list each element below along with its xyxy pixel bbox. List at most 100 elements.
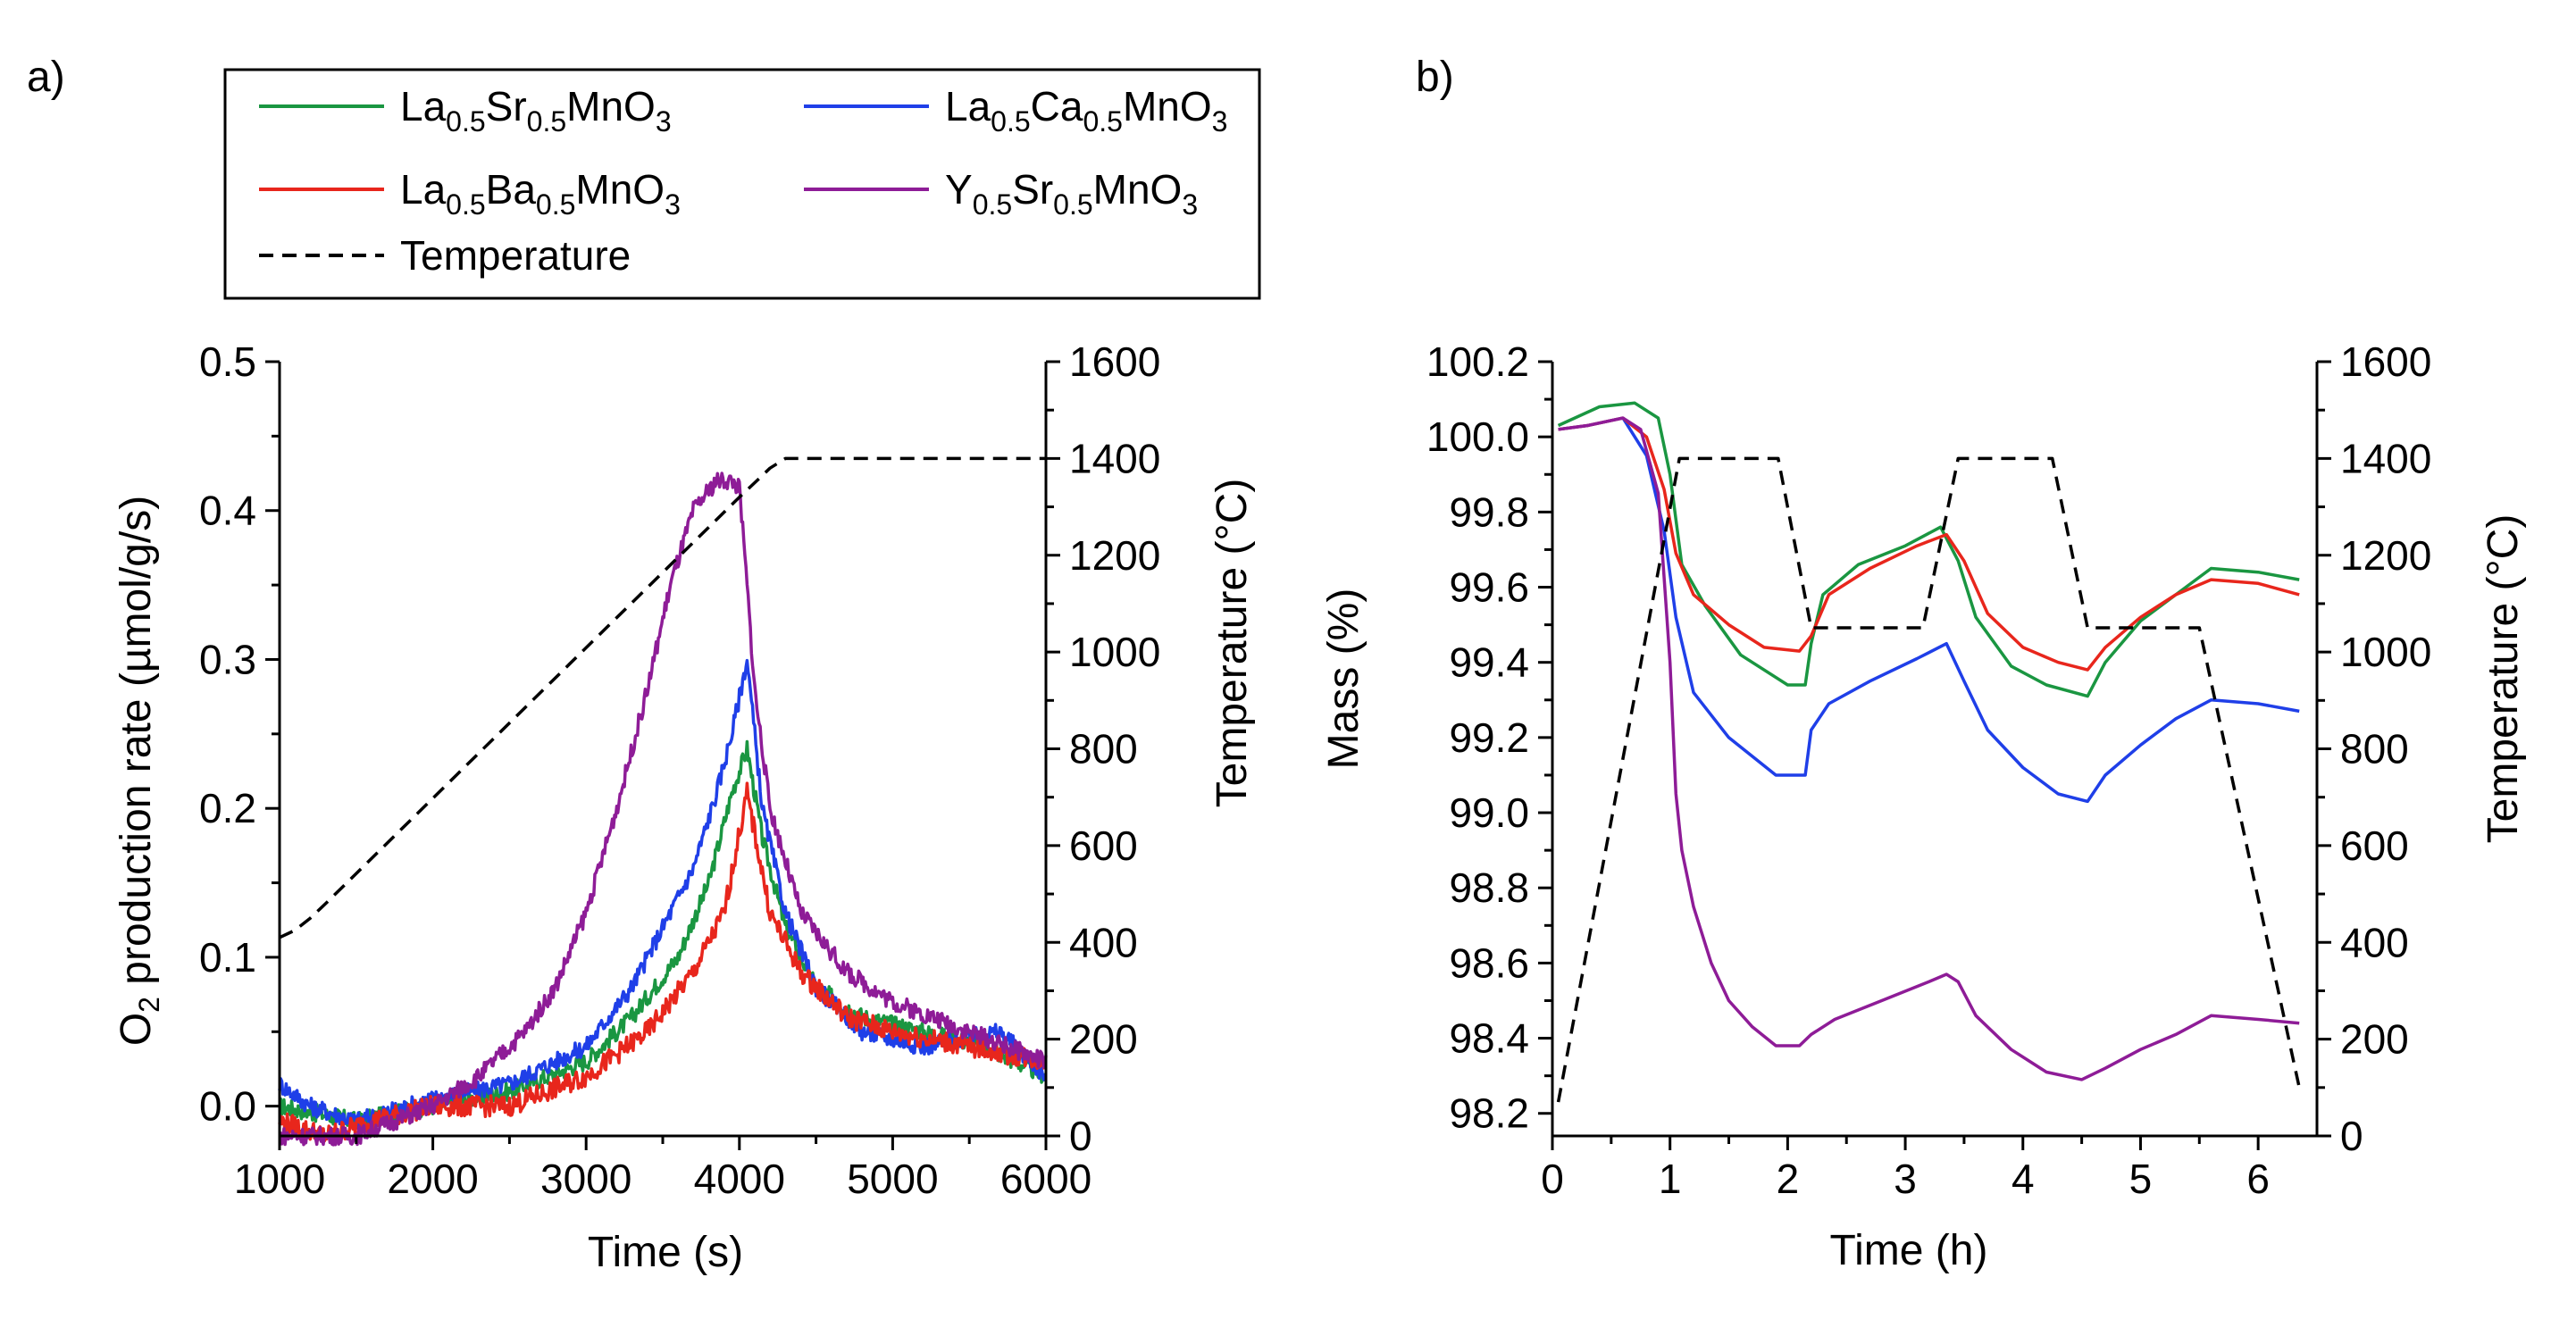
panel-a: 1000 2000 3000 4000 5000 60000.00.10.20.30.40… [113, 338, 1256, 1276]
panel-b-xtick-label: 5 [2129, 1156, 2153, 1202]
legend-label-part: 3 [1182, 188, 1198, 221]
panel-b-y2tick-label: 1000 [2340, 629, 2431, 675]
legend-label-part: 0.5 [536, 188, 575, 221]
legend-label-part: 0.5 [973, 188, 1012, 221]
panel-b-ytick-label: 99.0 [1449, 789, 1529, 836]
panel-a-ylabel: O2 production rate (µmol/g/s) [113, 496, 165, 1046]
legend-label-part: Ba [486, 166, 537, 213]
panel-b-series-temperature [1556, 456, 2301, 1103]
legend-label-part: 0.5 [446, 105, 485, 138]
legend-label-part: 0.5 [446, 188, 485, 221]
legend-label-part: 0.5 [991, 105, 1030, 138]
panel-a-xtick-label: 2000 [387, 1156, 478, 1202]
legend-label-part: MnO [1123, 83, 1212, 129]
panel-b-ytick-label: 98.8 [1449, 864, 1529, 911]
legend-label-part: Temperature [400, 232, 631, 279]
panel-b-ytick-label: 100.0 [1426, 413, 1529, 460]
panel-a-ytick-label: 0.4 [199, 488, 256, 534]
panel-a-xtick-label: 3000 [540, 1156, 631, 1202]
panel-a-series-temperature [279, 456, 1046, 939]
legend-label-part: MnO [575, 166, 665, 213]
legend-label-temp: Temperature [400, 232, 631, 279]
legend-label-part: MnO [566, 83, 656, 129]
panel-a-y2tick-label: 600 [1069, 822, 1138, 869]
panel-b-ylabel: Mass (%) [1320, 589, 1367, 770]
legend-label-part: 0.5 [1053, 188, 1092, 221]
panel-a-ytick-label: 0.1 [199, 934, 256, 981]
panel-b-ytick-label: 99.2 [1449, 714, 1529, 761]
panel-a-ytick-label: 0.5 [199, 338, 256, 385]
panel-a-y2label: Temperature (°C) [1209, 479, 1256, 808]
panel-a-xtick-label: 5000 [847, 1156, 938, 1202]
legend-label-part: Y [945, 166, 973, 213]
panel-b-y2tick-label: 1400 [2340, 435, 2431, 481]
legend-label-part: 3 [665, 188, 681, 221]
panel-a-y2tick-label: 1200 [1069, 532, 1160, 579]
legend-frame [223, 68, 1261, 300]
panel-a-series-y05sr05mno3 [278, 472, 1048, 1147]
panel-b-xtick-label: 4 [2011, 1156, 2035, 1202]
legend-label-part: MnO [1093, 166, 1183, 213]
panel-b-ytick-label: 99.8 [1449, 488, 1529, 535]
panel-a-xtick-label: 1000 [234, 1156, 325, 1202]
panel-b-ytick-label: 99.6 [1449, 564, 1529, 611]
panel-b-series-la05ba05mno3 [1558, 416, 2300, 672]
panel-a-series-la05sr05mno3 [279, 739, 1048, 1131]
panel-a-y2tick-label: 1400 [1069, 435, 1160, 481]
legend-label-part: La [400, 83, 447, 129]
legend-label-part: La [945, 83, 991, 129]
panel-b-y2tick-label: 600 [2340, 822, 2409, 869]
legend-label-part: Sr [1012, 166, 1053, 213]
panel-b-series-la05ca05mno3 [1558, 416, 2300, 804]
panel-a-ytick-label: 0.3 [199, 636, 256, 682]
panel-a-ylabel-sub: 2 [133, 997, 165, 1013]
legend-label-ysm: Y0.5Sr0.5MnO3 [945, 166, 1198, 221]
panel-b-series-y05sr05mno3 [1558, 416, 2300, 1081]
legend-label-part: La [400, 166, 447, 213]
panel-a-y2tick-label: 0 [1069, 1113, 1092, 1159]
panel-b-y2tick-label: 0 [2340, 1113, 2363, 1159]
panel-a-y2tick-label: 1000 [1069, 629, 1160, 675]
panel-b-xtick-label: 0 [1541, 1156, 1564, 1202]
panel-a-ytick-label: 0.2 [199, 785, 256, 831]
legend-label-part: 0.5 [527, 105, 566, 138]
legend-label-part: 0.5 [1083, 105, 1122, 138]
panel-b-ytick-label: 98.4 [1449, 1015, 1529, 1062]
panel-a-ylabel-rest: production rate (µmol/g/s) [113, 496, 160, 997]
legend-label-lsm: La0.5Sr0.5MnO3 [400, 83, 672, 138]
panel-b-y2tick-label: 400 [2340, 919, 2409, 965]
panel-b-ytick-label: 98.2 [1449, 1090, 1529, 1137]
panel-a-y2tick-label: 800 [1069, 726, 1138, 772]
legend-label-lcm: La0.5Ca0.5MnO3 [945, 83, 1227, 138]
panel-b-y2tick-label: 1200 [2340, 532, 2431, 579]
panel-b-ytick-label: 98.6 [1449, 939, 1529, 986]
panel-b-xlabel: Time (h) [1830, 1227, 1988, 1274]
panel-a-series-la05ca05mno3 [278, 658, 1048, 1131]
panel-a-y2tick-label: 1600 [1069, 338, 1160, 385]
panel-a-ylabel-main: O [113, 1013, 160, 1046]
panel-b-y2tick-label: 1600 [2340, 338, 2431, 385]
panel-b-ytick-label: 100.2 [1426, 338, 1529, 385]
legend: La0.5Sr0.5MnO3 La0.5Ca0.5MnO3La0.5Ba0.5Mn… [223, 68, 1261, 300]
panel-a-y2tick-label: 400 [1069, 919, 1138, 965]
panel-b-series-la05sr05mno3 [1557, 401, 2300, 698]
legend-label-part: Sr [486, 83, 527, 129]
legend-label-lbm: La0.5Ba0.5MnO3 [400, 166, 681, 221]
legend-label-part: 3 [656, 105, 672, 138]
panel-a-xtick-label: 6000 [1000, 1156, 1091, 1202]
panel-a-xlabel: Time (s) [588, 1229, 743, 1276]
legend-label-part: 3 [1212, 105, 1228, 138]
panel-b-y2tick-label: 800 [2340, 726, 2409, 772]
panel-b-xtick-label: 3 [1894, 1156, 1917, 1202]
panel-a-ytick-label: 0.0 [199, 1083, 256, 1130]
panel-a-xtick-label: 4000 [694, 1156, 785, 1202]
panel-a-y2tick-label: 200 [1069, 1016, 1138, 1063]
panel-b: 0 1 2 3 4 5 6 98.2 98.4 98.6 98.8 99.0 99.2 99.4 99.6 9… [1320, 338, 2527, 1274]
panel-b-y2label: Temperature (°C) [2480, 514, 2527, 844]
legend-label-part: Ca [1031, 83, 1083, 129]
panel-label-b: b) [1416, 54, 1454, 101]
panel-label-a: a) [27, 54, 65, 101]
panel-b-xtick-label: 6 [2246, 1156, 2270, 1202]
panel-b-xtick-label: 2 [1777, 1156, 1800, 1202]
